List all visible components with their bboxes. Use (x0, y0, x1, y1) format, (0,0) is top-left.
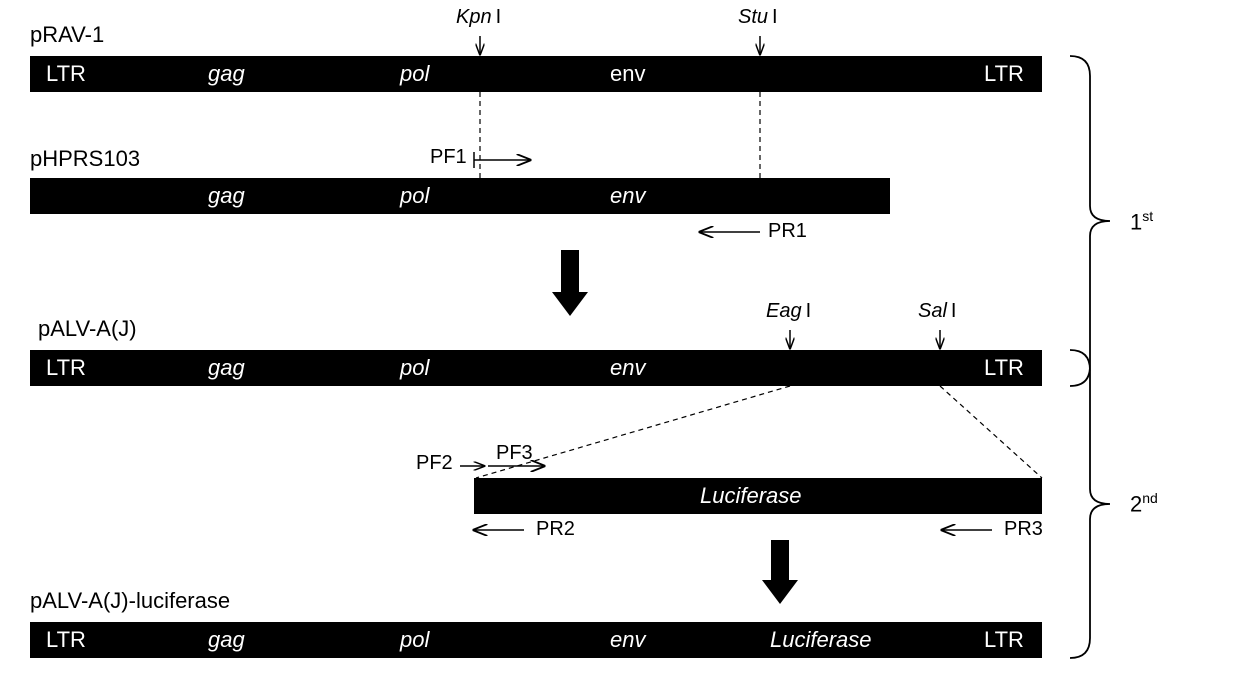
primer-pf1: PF1 (430, 146, 467, 169)
seg-pol: pol (400, 627, 429, 653)
seg-ltr: LTR (46, 61, 86, 87)
seg-ltr-r: LTR (984, 61, 1024, 87)
big-arrow-1-icon (552, 250, 588, 316)
seg-ltr-r: LTR (984, 355, 1024, 381)
restriction-kpn: KpnI (456, 6, 501, 29)
stage-2-label: 2nd (1130, 490, 1158, 517)
seg-pol: pol (400, 355, 429, 381)
primer-pf3: PF3 (496, 442, 533, 465)
bar-pALV-AJ: LTR gag pol env LTR (30, 350, 1042, 386)
construct-label-pALV-AJ-luc: pALV-A(J)-luciferase (30, 588, 230, 614)
big-arrow-2-icon (762, 540, 798, 604)
bar-luciferase: Luciferase (474, 478, 1042, 514)
seg-ltr: LTR (46, 355, 86, 381)
seg-env: env (610, 355, 645, 381)
stage-1-label: 1st (1130, 208, 1153, 235)
construct-label-pALV-AJ: pALV-A(J) (38, 316, 137, 342)
cloning-diagram: pRAV-1 LTR gag pol env LTR KpnI StuI pHP… (0, 0, 1240, 682)
dashed-sal-to-luc (940, 386, 1042, 478)
svg-overlay (0, 0, 1240, 682)
seg-luciferase: Luciferase (700, 483, 802, 509)
restriction-sal: SalI (918, 300, 956, 323)
seg-env: env (610, 627, 645, 653)
construct-label-pHPRS103: pHPRS103 (30, 146, 140, 172)
seg-ltr-r: LTR (984, 627, 1024, 653)
primer-pr2: PR2 (536, 518, 575, 541)
bar-pALV-AJ-luc: LTR gag pol env Luciferase LTR (30, 622, 1042, 658)
seg-gag: gag (208, 183, 245, 209)
seg-pol: pol (400, 61, 429, 87)
bracket-stage-2-icon (1070, 350, 1110, 658)
bar-pRAV-1: LTR gag pol env LTR (30, 56, 1042, 92)
seg-gag: gag (208, 627, 245, 653)
seg-gag: gag (208, 355, 245, 381)
restriction-eag: EagI (766, 300, 811, 323)
seg-gag: gag (208, 61, 245, 87)
seg-env: env (610, 61, 645, 87)
primer-pr3: PR3 (1004, 518, 1043, 541)
bar-pHPRS103: gag pol env (30, 178, 890, 214)
seg-ltr: LTR (46, 627, 86, 653)
primer-pf2: PF2 (416, 452, 453, 475)
seg-pol: pol (400, 183, 429, 209)
primer-pr1: PR1 (768, 220, 807, 243)
bracket-stage-1-icon (1070, 56, 1110, 386)
seg-env: env (610, 183, 645, 209)
seg-luciferase: Luciferase (770, 627, 872, 653)
restriction-stu: StuI (738, 6, 778, 29)
construct-label-pRAV-1: pRAV-1 (30, 22, 104, 48)
